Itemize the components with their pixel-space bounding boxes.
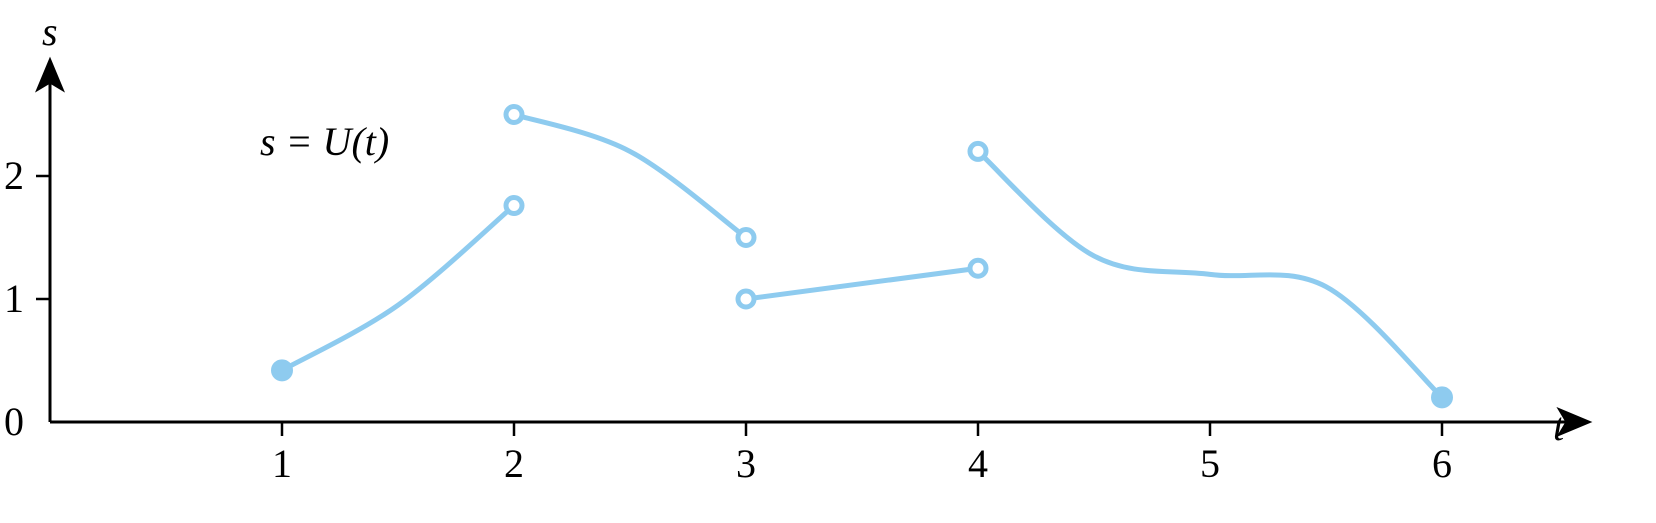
filled-endpoint	[271, 359, 293, 382]
open-endpoint	[503, 104, 525, 125]
y-tick-label: 0	[4, 399, 24, 444]
x-axis-label: t	[1553, 404, 1565, 449]
series-curve-3	[743, 265, 981, 302]
x-tick-label: 3	[736, 441, 756, 486]
x-tick-label: 4	[968, 441, 988, 486]
x-tick-label: 2	[504, 441, 524, 486]
open-endpoint	[735, 227, 757, 248]
open-endpoint	[503, 195, 525, 217]
y-tick-label: 1	[4, 276, 24, 321]
x-tick-label: 6	[1432, 441, 1452, 486]
x-tick-label: 1	[272, 441, 292, 486]
filled-endpoint	[1431, 386, 1453, 409]
y-tick-label: 2	[4, 153, 24, 198]
open-endpoint	[967, 257, 989, 279]
open-endpoint	[735, 288, 757, 310]
axes	[35, 56, 1593, 437]
series-layer	[271, 104, 1453, 409]
series-curve-4	[975, 148, 1445, 400]
series-curve-2	[511, 112, 749, 240]
ticks: 1 2 3 4 5 6 0 1 2	[4, 153, 1452, 486]
series-curve-1	[279, 203, 517, 373]
function-label: s = U(t)	[260, 119, 389, 164]
open-endpoint	[967, 140, 989, 162]
y-axis-label: s	[42, 9, 58, 54]
x-tick-label: 5	[1200, 441, 1220, 486]
